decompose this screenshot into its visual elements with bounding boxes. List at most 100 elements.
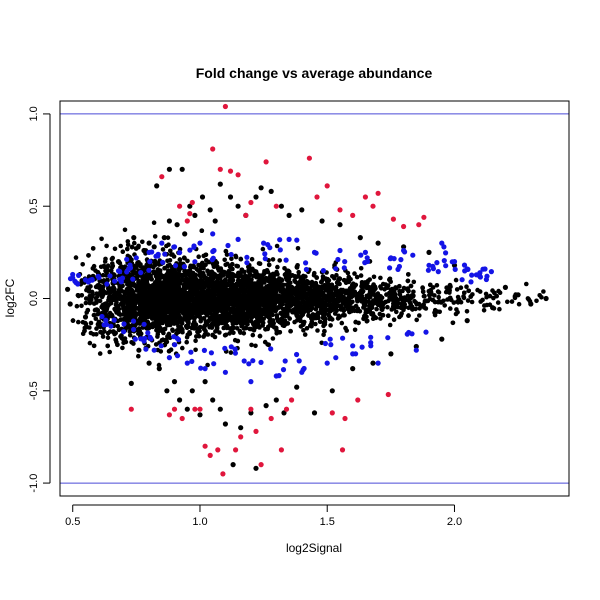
cloud-point: [174, 313, 179, 319]
data-point: [528, 301, 534, 307]
cloud-point: [430, 297, 436, 303]
cloud-point: [276, 278, 282, 283]
data-point: [324, 360, 330, 366]
cloud-point: [352, 271, 357, 276]
data-point: [329, 388, 335, 394]
cloud-point: [162, 265, 167, 271]
cloud-point: [296, 269, 302, 275]
cloud-point: [410, 307, 415, 312]
data-point: [449, 259, 455, 265]
data-point: [277, 247, 283, 253]
cloud-point: [246, 311, 251, 317]
data-point: [443, 263, 449, 269]
cloud-point: [233, 308, 239, 313]
cloud-point: [91, 312, 97, 318]
data-point: [278, 203, 284, 209]
data-point: [128, 380, 134, 386]
cloud-point: [170, 327, 175, 333]
data-point: [410, 252, 416, 258]
data-point: [430, 266, 436, 272]
cloud-point: [308, 323, 313, 328]
data-point: [233, 447, 239, 453]
cloud-point: [454, 307, 459, 312]
data-point: [248, 379, 254, 385]
data-point: [358, 252, 364, 258]
cloud-point: [166, 278, 171, 283]
cloud-point: [209, 300, 214, 306]
data-point: [104, 281, 110, 287]
cloud-point: [434, 283, 440, 288]
cloud-point: [229, 307, 234, 312]
cloud-point: [245, 307, 251, 313]
cloud-point: [267, 289, 273, 295]
cloud-point: [115, 342, 120, 348]
data-point: [177, 250, 183, 256]
cloud-point: [286, 276, 292, 282]
cloud-point: [243, 301, 248, 307]
data-point: [124, 256, 130, 262]
data-point: [220, 471, 226, 477]
cloud-point: [87, 340, 93, 346]
cloud-point: [124, 312, 129, 317]
cloud-point: [140, 317, 145, 322]
cloud-point: [337, 314, 342, 320]
cloud-point: [151, 269, 157, 274]
cloud-point: [124, 289, 130, 294]
cloud-point: [276, 317, 282, 323]
cloud-point: [240, 282, 245, 287]
data-point: [333, 355, 339, 361]
data-point: [166, 355, 172, 361]
cloud-point: [125, 239, 131, 244]
data-point: [324, 183, 330, 189]
cloud-point: [281, 282, 286, 288]
cloud-point: [300, 310, 305, 316]
cloud-point: [178, 291, 183, 297]
cloud-point: [437, 309, 443, 315]
cloud-point: [192, 273, 198, 279]
cloud-point: [170, 304, 175, 310]
cloud-point: [70, 318, 76, 323]
cloud-point: [138, 310, 144, 315]
cloud-point: [347, 286, 353, 291]
cloud-point: [198, 285, 204, 291]
cloud-point: [262, 304, 268, 310]
cloud-point: [152, 308, 157, 314]
data-point: [121, 321, 127, 327]
cloud-point: [206, 284, 212, 290]
data-point: [359, 344, 365, 350]
cloud-point: [282, 318, 288, 323]
cloud-point: [420, 285, 425, 290]
cloud-point: [161, 281, 167, 286]
cloud-point: [289, 273, 294, 279]
data-point: [217, 166, 223, 172]
cloud-point: [231, 330, 236, 336]
cloud-point: [378, 316, 383, 321]
cloud-point: [88, 330, 94, 336]
data-point: [136, 347, 142, 353]
cloud-point: [225, 270, 231, 276]
data-point: [154, 183, 160, 189]
data-point: [82, 314, 89, 320]
cloud-point: [362, 313, 367, 319]
cloud-point: [160, 247, 166, 252]
cloud-point: [82, 328, 87, 334]
data-point: [201, 347, 207, 353]
data-point: [335, 256, 341, 263]
data-point: [107, 273, 113, 279]
cloud-point: [378, 275, 383, 281]
cloud-point: [199, 261, 205, 267]
data-point: [117, 268, 123, 275]
data-point: [502, 284, 508, 290]
cloud-point: [176, 277, 182, 283]
cloud-point: [156, 260, 161, 266]
cloud-point: [270, 336, 276, 341]
data-point: [192, 259, 198, 265]
cloud-point: [118, 312, 123, 317]
cloud-point: [289, 284, 295, 290]
data-point: [342, 415, 348, 422]
cloud-point: [205, 332, 211, 337]
cloud-point: [251, 268, 257, 274]
cloud-point: [102, 301, 108, 307]
cloud-point: [75, 293, 81, 298]
cloud-point: [223, 309, 229, 314]
